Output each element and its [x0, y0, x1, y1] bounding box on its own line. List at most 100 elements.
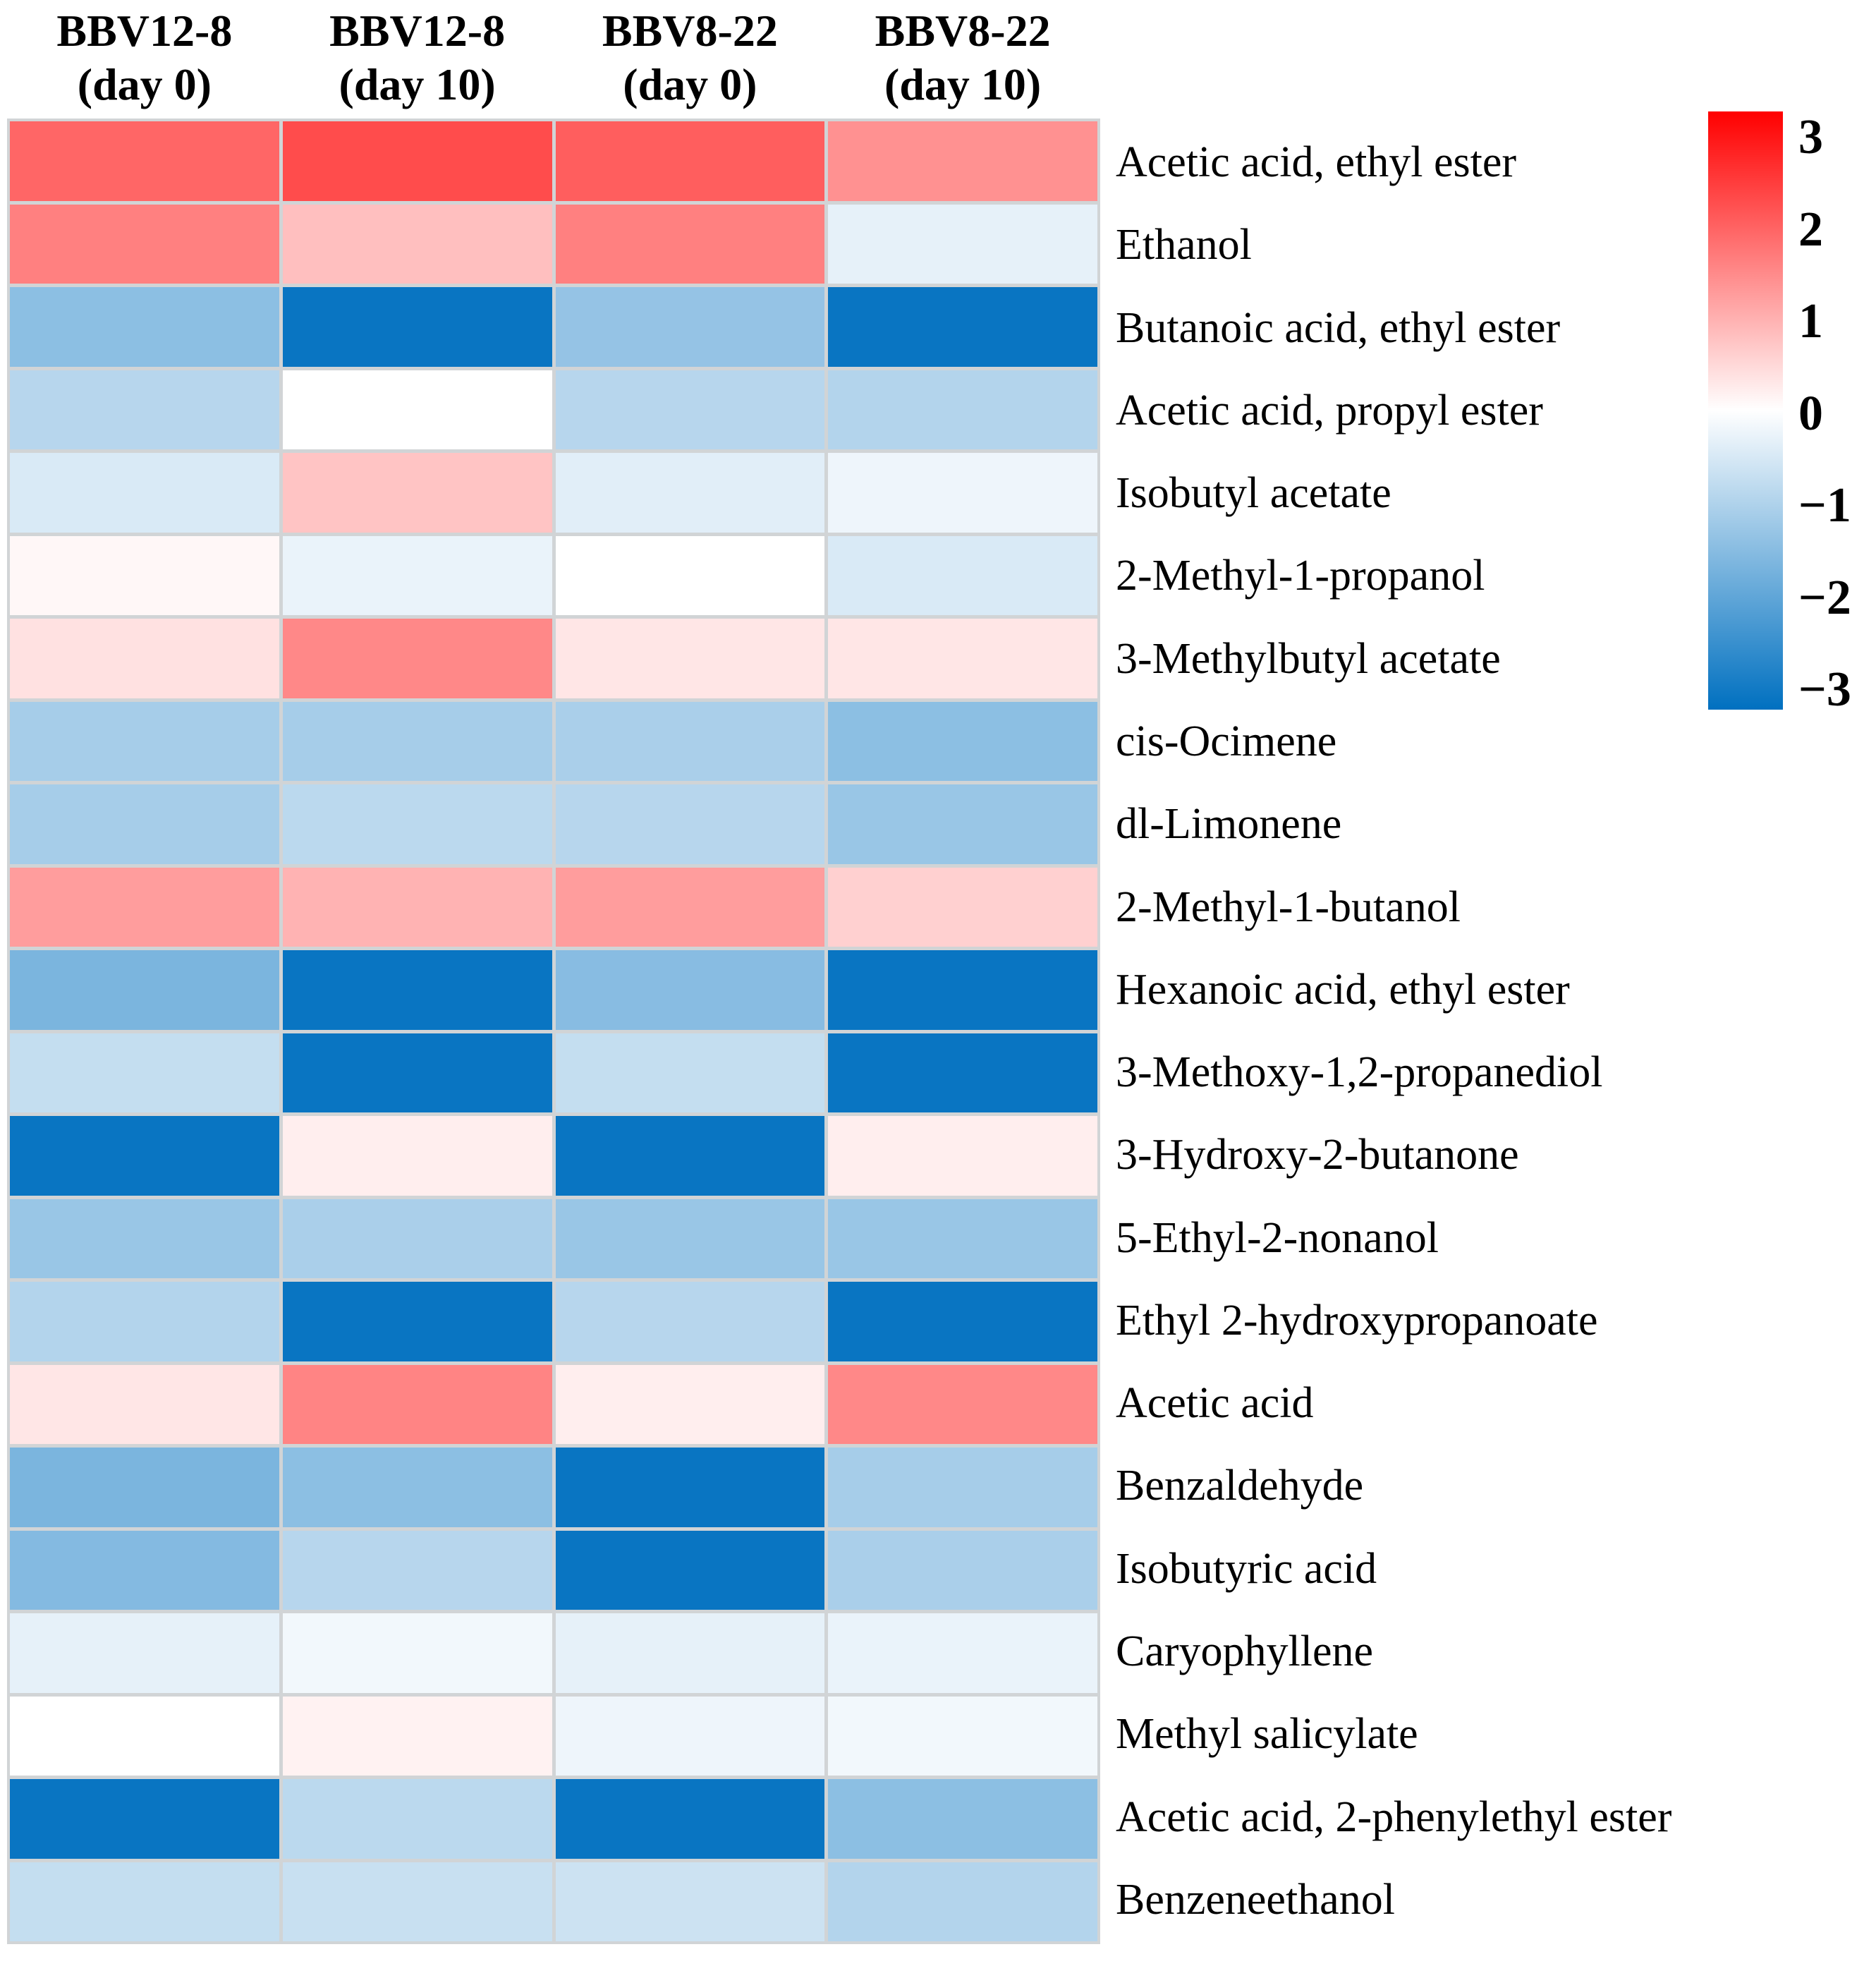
heatmap-cell [10, 1199, 279, 1278]
row-label: 3-Methoxy-1,2-propanediol [1116, 1048, 1603, 1097]
heatmap-cell [828, 1448, 1097, 1527]
heatmap-cell [555, 1530, 825, 1610]
column-header-line2: (day 0) [77, 59, 212, 109]
heatmap-cell [828, 1613, 1097, 1693]
heatmap-cell [828, 701, 1097, 781]
heatmap-cell [828, 1862, 1097, 1941]
row-label: 2-Methyl-1-butanol [1116, 882, 1461, 931]
heatmap-cell [555, 1779, 825, 1859]
heatmap-cell [10, 867, 279, 947]
heatmap-cell [555, 204, 825, 284]
colorbar-tick-label: 1 [1798, 294, 1823, 348]
heatmap-cell [828, 204, 1097, 284]
colorbar-tick-label: −3 [1798, 662, 1851, 717]
heatmap-cell [555, 1282, 825, 1361]
heatmap-cell [828, 1282, 1097, 1361]
heatmap-cell [828, 1530, 1097, 1610]
column-header-bbv8-22-day0: BBV8-22 (day 0) [556, 4, 825, 111]
heatmap-cell [828, 535, 1097, 615]
heatmap-cell [10, 1862, 279, 1941]
heatmap-cell [828, 950, 1097, 1030]
heatmap-cell [282, 1199, 552, 1278]
heatmap-cell [555, 867, 825, 947]
heatmap-cell [555, 287, 825, 367]
colorbar-tick-label: 0 [1798, 387, 1823, 441]
heatmap-cell [282, 204, 552, 284]
heatmap-cell [555, 1116, 825, 1196]
heatmap-cell [282, 1530, 552, 1610]
heatmap-cell [282, 1282, 552, 1361]
heatmap-cell [10, 784, 279, 864]
row-label-column: Acetic acid, ethyl ester Ethanol Butanoic … [1116, 119, 1874, 1944]
heatmap-cell [282, 619, 552, 698]
heatmap-cell [555, 1613, 825, 1693]
row-label: 3-Hydroxy-2-butanone [1116, 1131, 1519, 1179]
heatmap-cell [282, 1862, 552, 1941]
row-label: 5-Ethyl-2-nonanol [1116, 1213, 1439, 1262]
heatmap-cell [282, 1448, 552, 1527]
heatmap-cell [10, 1530, 279, 1610]
heatmap-cell [555, 1696, 825, 1776]
column-header-line2: (day 0) [623, 59, 757, 109]
heatmap-cell [282, 287, 552, 367]
colorbar-tick-label: 3 [1798, 110, 1823, 164]
heatmap-cell [10, 1282, 279, 1361]
column-header-line1: BBV8-22 [875, 6, 1051, 56]
heatmap-cell [10, 1779, 279, 1859]
heatmap-cell [10, 619, 279, 698]
heatmap-cell [282, 1033, 552, 1112]
column-header-row: BBV12-8 (day 0) BBV12-8 (day 10) BBV8-22… [7, 4, 1100, 111]
heatmap-cell [10, 535, 279, 615]
row-label: Ethyl 2-hydroxypropanoate [1116, 1296, 1598, 1345]
heatmap-cell [10, 453, 279, 533]
colorbar-gradient [1708, 111, 1783, 710]
heatmap-cell [555, 1364, 825, 1444]
heatmap-cell [10, 370, 279, 449]
heatmap-cell [10, 204, 279, 284]
heatmap-cell [555, 950, 825, 1030]
column-header-line2: (day 10) [884, 59, 1042, 109]
row-label: Methyl salicylate [1116, 1710, 1418, 1759]
heatmap-cell [282, 867, 552, 947]
heatmap-cell [282, 1696, 552, 1776]
row-label: Acetic acid, 2-phenylethyl ester [1116, 1792, 1672, 1841]
heatmap-cell [828, 121, 1097, 201]
heatmap-cell [282, 1613, 552, 1693]
heatmap-cell [828, 1199, 1097, 1278]
row-label: Butanoic acid, ethyl ester [1116, 303, 1561, 352]
row-label: Isobutyl acetate [1116, 469, 1391, 518]
heatmap-cell [10, 1116, 279, 1196]
heatmap-cell [555, 121, 825, 201]
heatmap-cell [828, 370, 1097, 449]
row-label: Ethanol [1116, 221, 1252, 269]
heatmap-cell [828, 1779, 1097, 1859]
heatmap-cell [282, 121, 552, 201]
row-label: 2-Methyl-1-propanol [1116, 552, 1485, 600]
colorbar-tick-label: −1 [1798, 478, 1851, 533]
heatmap-cell [555, 1033, 825, 1112]
heatmap-cell [10, 701, 279, 781]
heatmap-cell [555, 370, 825, 449]
heatmap-cell [10, 1613, 279, 1693]
heatmap-cell [555, 1448, 825, 1527]
heatmap-cell [282, 1779, 552, 1859]
column-header-line1: BBV12-8 [329, 6, 506, 56]
heatmap-cell [10, 287, 279, 367]
column-header-bbv8-22-day10: BBV8-22 (day 10) [828, 4, 1097, 111]
heatmap-cell [555, 1862, 825, 1941]
heatmap-cell [282, 950, 552, 1030]
heatmap-cell [282, 701, 552, 781]
row-label: Isobutyric acid [1116, 1544, 1377, 1593]
heatmap-cell [282, 1116, 552, 1196]
heatmap-cell [828, 1116, 1097, 1196]
heatmap-cell [282, 784, 552, 864]
row-label: Benzeneethanol [1116, 1875, 1395, 1924]
colorbar-tick-label: −2 [1798, 571, 1851, 625]
row-label: Acetic acid [1116, 1379, 1314, 1428]
heatmap-cell [10, 121, 279, 201]
heatmap-cell [10, 1364, 279, 1444]
heatmap-cell [282, 370, 552, 449]
column-header-bbv12-8-day0: BBV12-8 (day 0) [10, 4, 279, 111]
heatmap-cell [828, 1033, 1097, 1112]
